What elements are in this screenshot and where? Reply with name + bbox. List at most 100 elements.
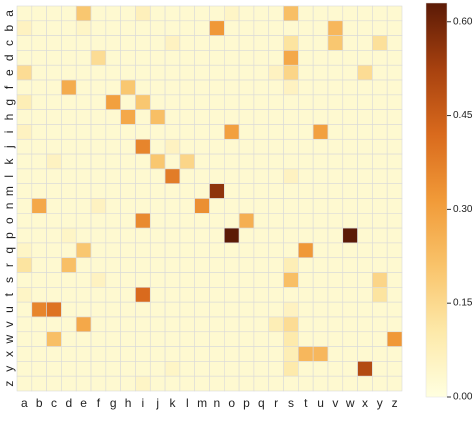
- heatmap-cell: [298, 272, 314, 288]
- heatmap-cell: [135, 94, 151, 110]
- heatmap-cell: [135, 227, 151, 244]
- heatmap-cell: [298, 287, 314, 303]
- heatmap-cell: [224, 138, 240, 155]
- heatmap-cell: [342, 109, 358, 125]
- heatmap-cell: [90, 242, 107, 259]
- heatmap-cell: [327, 5, 344, 22]
- y-tick-label: t: [2, 292, 16, 296]
- heatmap-cell: [298, 50, 314, 66]
- heatmap-cell: [357, 64, 373, 81]
- x-tick-label: t: [304, 396, 308, 410]
- heatmap-cell: [238, 168, 255, 184]
- heatmap-cell: [298, 35, 314, 51]
- heatmap-cell: [120, 198, 136, 214]
- heatmap-cell: [268, 242, 284, 259]
- heatmap-cell: [283, 138, 299, 155]
- heatmap-cell: [238, 138, 255, 155]
- heatmap-cell: [238, 109, 255, 125]
- heatmap-cell: [386, 331, 403, 347]
- heatmap-cell: [46, 153, 62, 170]
- heatmap-cell: [386, 287, 403, 303]
- y-tick-label: m: [2, 186, 16, 196]
- heatmap-cell: [149, 316, 166, 333]
- heatmap-cell: [386, 35, 403, 51]
- heatmap-cell: [253, 94, 270, 110]
- heatmap-cell: [194, 94, 210, 110]
- heatmap-cell: [135, 272, 151, 288]
- heatmap-cell: [61, 35, 77, 51]
- heatmap-cell: [46, 35, 62, 51]
- heatmap-cell: [372, 138, 388, 155]
- heatmap-cell: [135, 153, 151, 170]
- heatmap-cell: [327, 64, 344, 81]
- heatmap-cell: [135, 109, 151, 125]
- heatmap-cell: [105, 272, 121, 288]
- heatmap-cell: [372, 153, 388, 170]
- heatmap-cell: [327, 138, 344, 155]
- heatmap-cell: [90, 5, 107, 22]
- heatmap-cell: [209, 50, 225, 66]
- heatmap-cell: [16, 213, 33, 229]
- heatmap-cell: [135, 375, 151, 392]
- heatmap-cell: [90, 94, 107, 110]
- heatmap-cell: [120, 35, 136, 51]
- heatmap-cell: [268, 301, 284, 318]
- heatmap-cell: [372, 257, 388, 273]
- heatmap-cell: [327, 301, 344, 318]
- heatmap-cell: [342, 124, 358, 140]
- heatmap-cell: [90, 198, 107, 214]
- heatmap-cell: [164, 153, 181, 170]
- heatmap-cell: [372, 168, 388, 184]
- heatmap-cell: [312, 242, 329, 259]
- heatmap-cell: [238, 198, 255, 214]
- heatmap-cell: [238, 316, 255, 333]
- y-tick-label: h: [2, 114, 16, 121]
- heatmap-cell: [164, 124, 181, 140]
- heatmap-cell: [46, 79, 62, 96]
- heatmap-cell: [342, 198, 358, 214]
- heatmap-cell: [120, 109, 136, 125]
- heatmap-cell: [179, 5, 195, 22]
- heatmap-cell: [312, 361, 329, 377]
- heatmap-cell: [46, 109, 62, 125]
- x-tick-label: k: [169, 396, 176, 410]
- heatmap-cell: [253, 346, 270, 362]
- heatmap-cell: [46, 198, 62, 214]
- heatmap-cell: [327, 346, 344, 362]
- heatmap-cell: [357, 272, 373, 288]
- heatmap-cell: [105, 5, 121, 22]
- heatmap-cell: [61, 227, 77, 244]
- heatmap-cell: [179, 287, 195, 303]
- heatmap-cell: [238, 257, 255, 273]
- heatmap-cell: [194, 20, 210, 36]
- heatmap-cell: [105, 183, 121, 199]
- heatmap-cell: [209, 361, 225, 377]
- heatmap-cell: [298, 301, 314, 318]
- heatmap-cell: [298, 227, 314, 244]
- heatmap-cell: [312, 79, 329, 96]
- heatmap-cell: [327, 227, 344, 244]
- heatmap-cell: [164, 287, 181, 303]
- heatmap-cell: [238, 272, 255, 288]
- heatmap-cell: [105, 79, 121, 96]
- heatmap-cell: [209, 301, 225, 318]
- heatmap-cell: [75, 198, 92, 214]
- heatmap-cell: [238, 375, 255, 392]
- heatmap-cell: [372, 64, 388, 81]
- heatmap-cell: [298, 94, 314, 110]
- heatmap-cell: [209, 168, 225, 184]
- heatmap-cell: [149, 109, 166, 125]
- heatmap-cell: [31, 168, 47, 184]
- heatmap-cell: [298, 361, 314, 377]
- heatmap-cell: [327, 361, 344, 377]
- heatmap-cell: [135, 124, 151, 140]
- heatmap-cell: [327, 272, 344, 288]
- heatmap-cell: [372, 361, 388, 377]
- heatmap-cell: [164, 331, 181, 347]
- colorbar-tick-label: 0.30: [453, 204, 473, 215]
- heatmap-cell: [135, 183, 151, 199]
- heatmap-cell: [238, 35, 255, 51]
- heatmap-cell: [61, 198, 77, 214]
- heatmap-cell: [209, 331, 225, 347]
- heatmap-cell: [194, 64, 210, 81]
